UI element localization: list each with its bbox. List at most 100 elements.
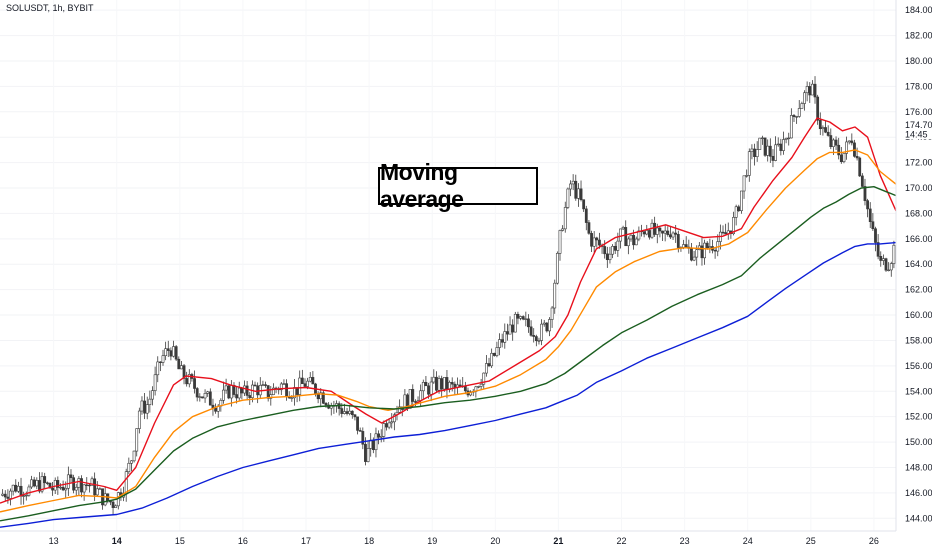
y-tick-label: 162.00 xyxy=(905,285,932,295)
candle xyxy=(548,317,551,337)
y-tick-label: 184.00 xyxy=(905,5,932,15)
candle-body xyxy=(805,86,809,94)
candle xyxy=(624,220,628,247)
candle-body xyxy=(264,384,267,386)
candle xyxy=(398,399,402,414)
candle xyxy=(201,396,204,399)
candle-body xyxy=(797,108,801,117)
candle-body xyxy=(124,471,128,494)
candle-body xyxy=(306,380,310,387)
candle xyxy=(800,101,804,109)
candle-body xyxy=(319,392,323,400)
candle xyxy=(358,427,362,432)
y-tick-label: 156.00 xyxy=(905,361,932,371)
candle xyxy=(532,328,536,343)
price-tag-bg xyxy=(897,119,932,140)
candle xyxy=(871,213,875,231)
candle-body xyxy=(863,186,867,201)
candle-body xyxy=(35,480,39,487)
candle xyxy=(747,148,751,182)
candle-body xyxy=(803,92,806,104)
candle-body xyxy=(180,365,183,370)
candle-body xyxy=(311,377,315,385)
candle-body xyxy=(82,484,86,493)
candle xyxy=(582,199,586,212)
candle xyxy=(264,381,267,388)
candle-body xyxy=(850,140,854,144)
candle xyxy=(80,475,83,498)
candle xyxy=(43,472,47,490)
candle xyxy=(135,428,139,457)
candle xyxy=(432,369,436,385)
candle-body xyxy=(608,253,612,261)
candle-body xyxy=(435,376,438,391)
candle-body xyxy=(38,480,41,492)
candle-body xyxy=(537,340,541,342)
candle xyxy=(145,396,149,420)
candle xyxy=(356,416,359,435)
y-tick-label: 144.00 xyxy=(905,513,932,523)
candle xyxy=(232,382,236,398)
candle xyxy=(72,474,76,494)
candle xyxy=(374,427,378,458)
candle xyxy=(776,137,780,147)
candle-body xyxy=(734,206,738,218)
candle-body xyxy=(892,244,896,264)
y-tick-label: 148.00 xyxy=(905,462,932,472)
annotation-box: Moving average xyxy=(378,159,538,212)
candle-body xyxy=(795,116,799,118)
candle-body xyxy=(821,127,825,130)
candle-body xyxy=(632,234,636,246)
candle-body xyxy=(750,148,754,153)
candle xyxy=(598,232,601,249)
candle-body xyxy=(826,131,830,136)
candle xyxy=(19,477,23,505)
candle xyxy=(866,198,870,218)
candle-body xyxy=(421,382,425,392)
candle-body xyxy=(356,416,359,431)
candle xyxy=(59,483,62,490)
candle-body xyxy=(813,83,817,98)
candle-body xyxy=(148,398,152,405)
candle-body xyxy=(300,377,304,385)
candle xyxy=(369,433,373,457)
candle-body xyxy=(261,384,265,386)
candle xyxy=(45,481,49,486)
candle xyxy=(513,311,517,333)
candle-body xyxy=(374,433,378,451)
candle xyxy=(818,112,822,136)
candle xyxy=(768,138,772,163)
candle xyxy=(424,376,428,387)
candle-body xyxy=(164,348,168,357)
candle-body xyxy=(145,404,149,414)
candle-body xyxy=(766,145,770,156)
candle xyxy=(311,371,315,385)
candle xyxy=(169,347,173,361)
candle xyxy=(1,489,5,497)
candle-body xyxy=(582,199,586,210)
candle xyxy=(377,430,380,445)
candle xyxy=(595,236,599,248)
candle-body xyxy=(85,484,89,486)
candle-body xyxy=(527,318,530,328)
candle xyxy=(666,226,670,237)
candle xyxy=(792,114,796,122)
candle xyxy=(847,140,851,145)
y-axis-ticks: 144.00 146.00 148.00 150.00 152.00 154.00 156.… xyxy=(905,5,932,523)
candle xyxy=(227,384,231,400)
candle xyxy=(9,488,12,506)
candle xyxy=(584,205,588,231)
candle xyxy=(605,246,609,268)
candle xyxy=(808,82,812,103)
candle-body xyxy=(392,414,396,423)
candle xyxy=(484,355,488,377)
candle-body xyxy=(64,487,68,491)
candle xyxy=(519,315,522,321)
candle xyxy=(411,384,415,407)
candle xyxy=(198,393,202,402)
candle xyxy=(795,115,799,124)
candle-body xyxy=(111,501,115,508)
y-tick-label: 172.00 xyxy=(905,158,932,168)
candle-body xyxy=(308,377,312,382)
candle xyxy=(726,222,730,240)
